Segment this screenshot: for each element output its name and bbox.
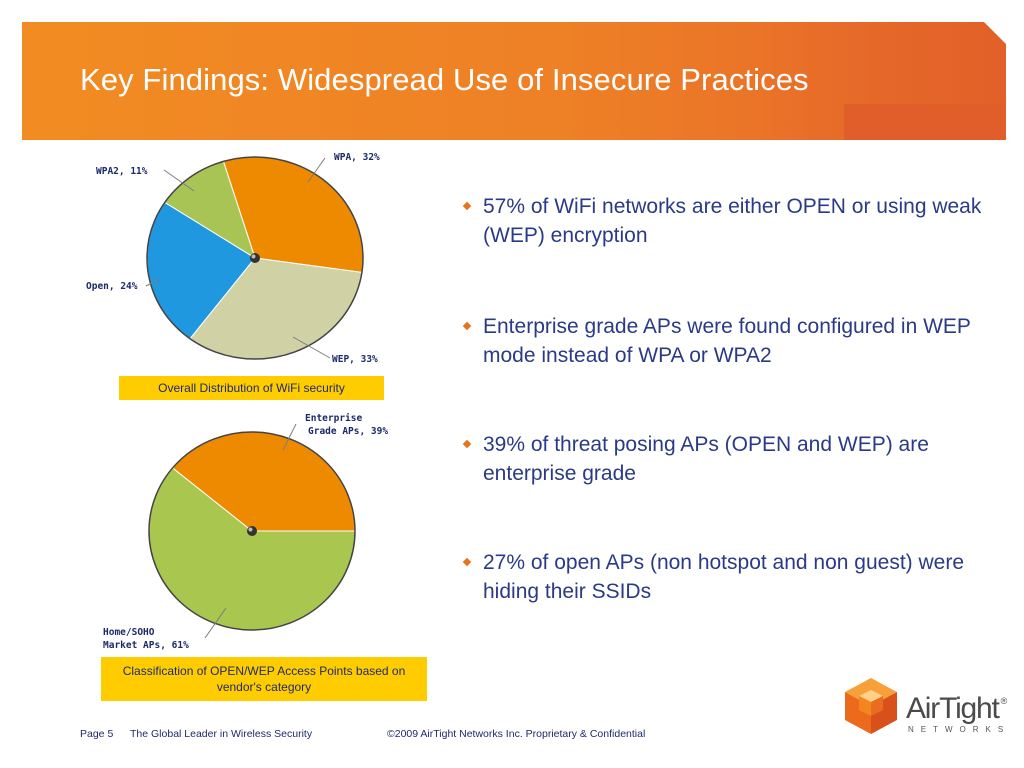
pie-outline [148,431,356,631]
vendor-category-pie-chart: Enterprise Grade APs, 39% Home/SOHO Market … [103,413,388,651]
pie-slice-label: WPA2, 11% [96,166,148,177]
pie-center-pin [247,526,257,536]
pie-center-pin [250,253,260,263]
diamond-bullet-icon [462,439,472,449]
header-band [22,22,1006,140]
footer: Page 5 The Global Leader in Wireless Secu… [80,728,645,740]
logo-wordmark: AirTight ® [906,692,1008,725]
airtight-cube-logo-icon [845,678,897,734]
wifi-security-pie-chart: WPA, 32% WEP, 33% Open, 24% WPA2, 11% [86,152,380,365]
diamond-bullet-icon [462,321,472,331]
logo-subtitle: NETWORKS [908,725,1011,734]
list-item: 27% of open APs (non hotspot and non gue… [462,548,1004,606]
pie1-caption: Overall Distribution of WiFi security [119,376,384,400]
pie-slice-label: Home/SOHO [103,627,155,638]
pie-slice-label: Enterprise [305,413,362,424]
pie-slice-label: WPA, 32% [334,152,380,163]
pie-slice-label: Grade APs, 39% [308,426,388,437]
list-item: 57% of WiFi networks are either OPEN or … [462,192,1004,250]
header-accent-block [844,104,1006,140]
page-title: Key Findings: Widespread Use of Insecure… [80,62,809,97]
pie-slice-label: Open, 24% [86,281,138,292]
list-item: 39% of threat posing APs (OPEN and WEP) … [462,430,1004,488]
pie-slice-label: WEP, 33% [332,354,378,365]
header-corner [984,22,1006,44]
diamond-bullet-icon [462,557,472,567]
bullet-text: Enterprise grade APs were found configur… [483,315,971,367]
pie-outline [146,156,364,360]
page-number: Page 5 [80,728,114,740]
footer-tagline: The Global Leader in Wireless Security [130,728,313,740]
footer-copyright: ©2009 AirTight Networks Inc. Proprietary… [387,728,646,740]
pie-slice-label: Market APs, 61% [103,640,189,651]
list-item: Enterprise grade APs were found configur… [462,312,1004,370]
bullet-text: 27% of open APs (non hotspot and non gue… [483,551,965,603]
bullet-text: 39% of threat posing APs (OPEN and WEP) … [483,433,929,485]
pie2-caption: Classification of OPEN/WEP Access Points… [101,657,427,701]
diamond-bullet-icon [462,201,472,211]
bullet-text: 57% of WiFi networks are either OPEN or … [483,195,982,247]
